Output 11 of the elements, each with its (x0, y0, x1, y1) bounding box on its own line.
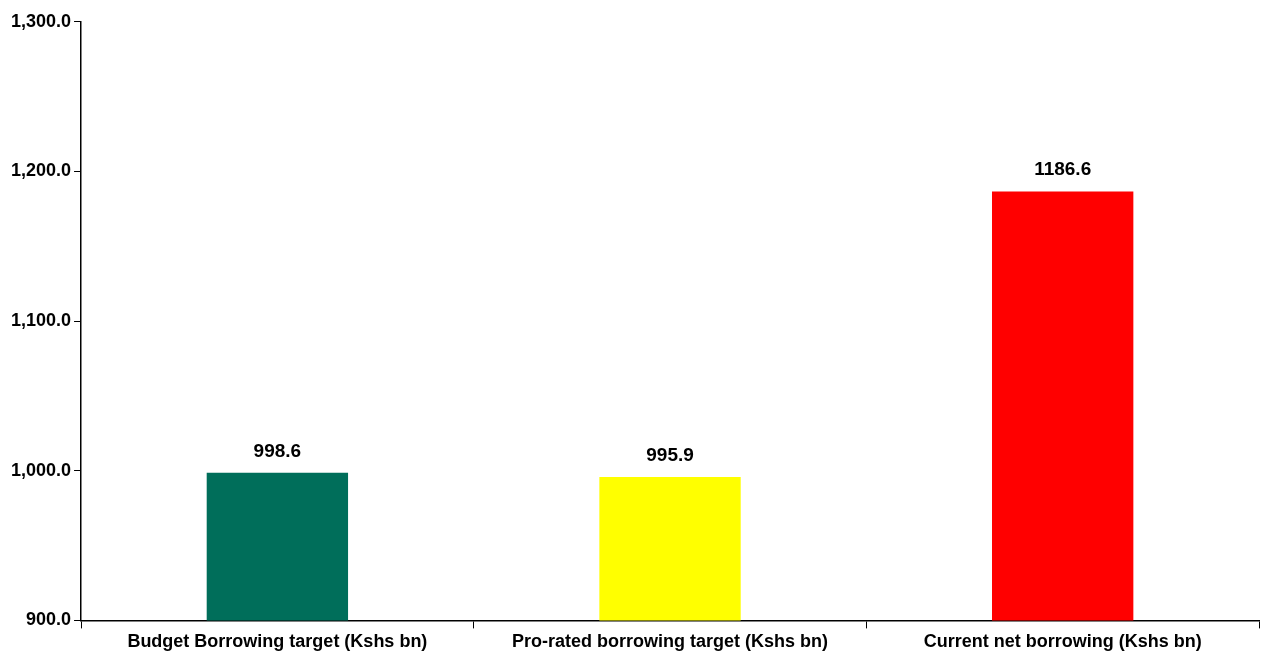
data-label: 1186.6 (1034, 158, 1092, 180)
y-tick-label: 900.0 (26, 609, 72, 630)
data-label: 998.6 (253, 439, 302, 461)
y-tick-label: 1,100.0 (10, 310, 72, 331)
data-label: 995.9 (646, 443, 694, 465)
x-tick-label: Budget Borrowing target (Kshs bn) (127, 631, 428, 652)
y-tick-label: 1,300.0 (10, 10, 72, 31)
x-tick-label: Current net borrowing (Kshs bn) (923, 631, 1202, 652)
y-tick-label: 1,200.0 (10, 160, 72, 181)
x-tick-label: Pro-rated borrowing target (Kshs bn) (512, 631, 829, 652)
y-tick-label: 1,000.0 (10, 459, 72, 480)
